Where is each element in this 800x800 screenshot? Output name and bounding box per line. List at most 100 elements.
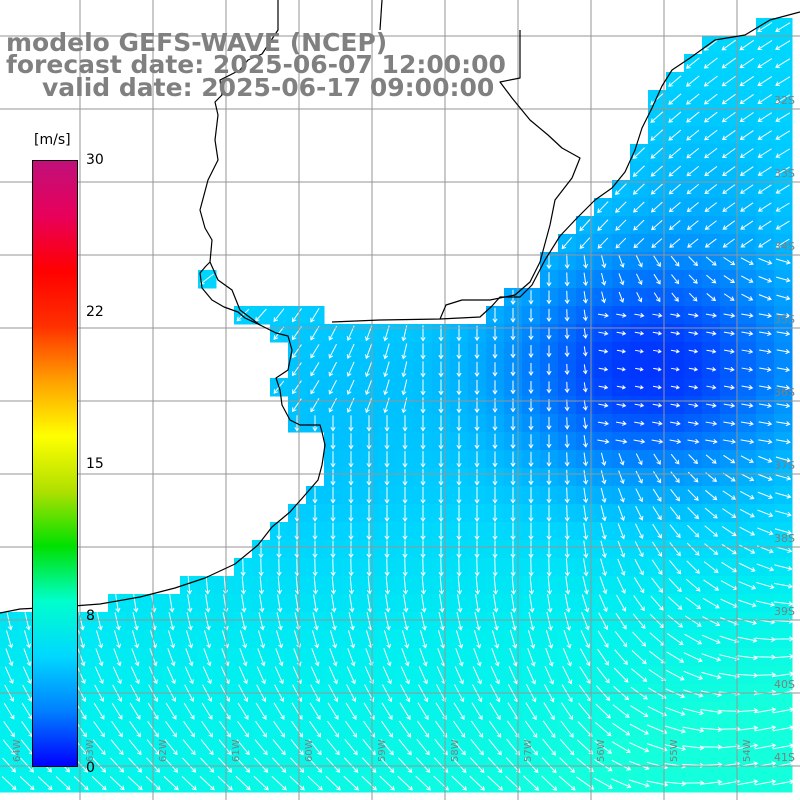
longitude-label: 64W bbox=[12, 739, 23, 762]
wind-arrow bbox=[109, 776, 125, 791]
wind-arrow bbox=[219, 720, 232, 738]
wind-arrow bbox=[95, 648, 104, 667]
wind-arrow bbox=[185, 630, 194, 649]
wind-arrow bbox=[583, 505, 589, 522]
wind-arrow bbox=[292, 344, 302, 359]
wind-arrow bbox=[471, 702, 483, 721]
wind-arrow bbox=[168, 612, 175, 631]
wind-arrow bbox=[330, 415, 336, 432]
latitude-label: 34S bbox=[774, 240, 795, 253]
wind-arrow bbox=[203, 648, 212, 667]
wind-arrow bbox=[670, 385, 680, 390]
wind-arrow bbox=[510, 504, 516, 523]
wind-arrow bbox=[635, 453, 643, 466]
wind-arrow bbox=[775, 220, 790, 230]
wind-arrow bbox=[312, 487, 318, 504]
wind-arrow bbox=[524, 720, 538, 738]
wind-arrow bbox=[528, 416, 534, 431]
wind-arrow bbox=[652, 385, 662, 390]
wind-arrow bbox=[722, 220, 736, 230]
wind-arrow bbox=[542, 738, 556, 756]
wind-arrow bbox=[650, 595, 664, 611]
wind-arrow bbox=[615, 612, 627, 630]
wind-arrow bbox=[706, 330, 717, 336]
wind-arrow bbox=[276, 576, 283, 595]
wind-arrow bbox=[669, 506, 681, 520]
wind-arrow bbox=[632, 147, 645, 159]
wind-arrow bbox=[5, 648, 14, 667]
wind-arrow bbox=[384, 487, 390, 504]
wind-arrow bbox=[617, 505, 625, 522]
wind-arrow bbox=[456, 612, 463, 631]
wind-arrow bbox=[581, 612, 590, 631]
wind-arrow bbox=[492, 307, 498, 324]
wind-arrow bbox=[330, 487, 336, 504]
wind-arrow bbox=[700, 744, 723, 750]
wind-arrow bbox=[706, 366, 717, 372]
wind-arrow bbox=[325, 757, 341, 773]
wind-arrow bbox=[582, 291, 588, 304]
wind-arrow bbox=[73, 776, 89, 791]
wind-arrow bbox=[366, 558, 372, 577]
wind-arrow bbox=[546, 327, 552, 340]
wind-arrow bbox=[546, 540, 552, 559]
wind-arrow bbox=[240, 558, 246, 577]
wind-arrow bbox=[345, 702, 357, 720]
wind-arrow bbox=[456, 522, 462, 541]
wind-arrow bbox=[758, 402, 772, 409]
wind-arrow bbox=[564, 487, 570, 504]
wind-arrow bbox=[650, 147, 664, 159]
wind-arrow bbox=[217, 775, 233, 791]
wind-arrow bbox=[756, 563, 775, 572]
wind-arrow bbox=[330, 433, 336, 450]
wind-arrow bbox=[652, 420, 663, 426]
wind-arrow bbox=[685, 578, 701, 592]
wind-arrow bbox=[738, 562, 756, 572]
wind-arrow bbox=[600, 505, 607, 522]
wind-arrow bbox=[583, 522, 589, 540]
wind-arrow bbox=[650, 183, 663, 195]
wind-arrow bbox=[670, 471, 680, 483]
wind-arrow bbox=[616, 312, 627, 318]
wind-arrow bbox=[128, 757, 143, 773]
wind-arrow bbox=[688, 256, 699, 267]
wind-arrow bbox=[758, 276, 773, 283]
wind-arrow bbox=[488, 738, 502, 756]
wind-arrow bbox=[757, 527, 774, 536]
model-title: modelo GEFS-WAVE (NCEP) bbox=[6, 28, 388, 57]
wind-arrow bbox=[330, 522, 336, 541]
wind-arrow bbox=[776, 331, 791, 337]
wind-arrow bbox=[546, 290, 552, 305]
wind-arrow bbox=[2, 757, 16, 773]
wind-arrow bbox=[348, 415, 354, 432]
wind-arrow bbox=[200, 739, 214, 756]
wind-arrow bbox=[455, 630, 464, 649]
wind-arrow bbox=[438, 576, 445, 595]
colorbar-gradient bbox=[33, 161, 77, 766]
wind-arrow bbox=[203, 630, 212, 649]
wind-arrow bbox=[704, 507, 718, 519]
wind-arrow bbox=[776, 385, 791, 391]
wind-arrow bbox=[510, 522, 516, 541]
wind-arrow bbox=[629, 742, 650, 753]
wind-arrow bbox=[492, 380, 498, 395]
wind-arrow bbox=[328, 666, 338, 685]
wind-arrow bbox=[741, 366, 754, 372]
longitude-label: 59W bbox=[377, 739, 388, 762]
wind-arrow bbox=[668, 578, 682, 593]
wind-arrow bbox=[701, 634, 721, 644]
wind-arrow bbox=[294, 540, 300, 559]
wind-arrow bbox=[276, 612, 283, 631]
wind-arrow bbox=[528, 611, 535, 631]
wind-arrow bbox=[564, 469, 570, 486]
wind-arrow bbox=[510, 451, 516, 468]
wind-arrow bbox=[652, 312, 663, 318]
wind-arrow bbox=[506, 720, 520, 738]
wind-arrow bbox=[205, 594, 211, 613]
wind-arrow bbox=[433, 775, 449, 791]
wind-arrow bbox=[181, 775, 197, 791]
wind-arrow bbox=[616, 594, 627, 612]
wind-arrow bbox=[686, 93, 700, 105]
wind-arrow bbox=[665, 669, 685, 681]
wind-arrow bbox=[775, 202, 790, 212]
